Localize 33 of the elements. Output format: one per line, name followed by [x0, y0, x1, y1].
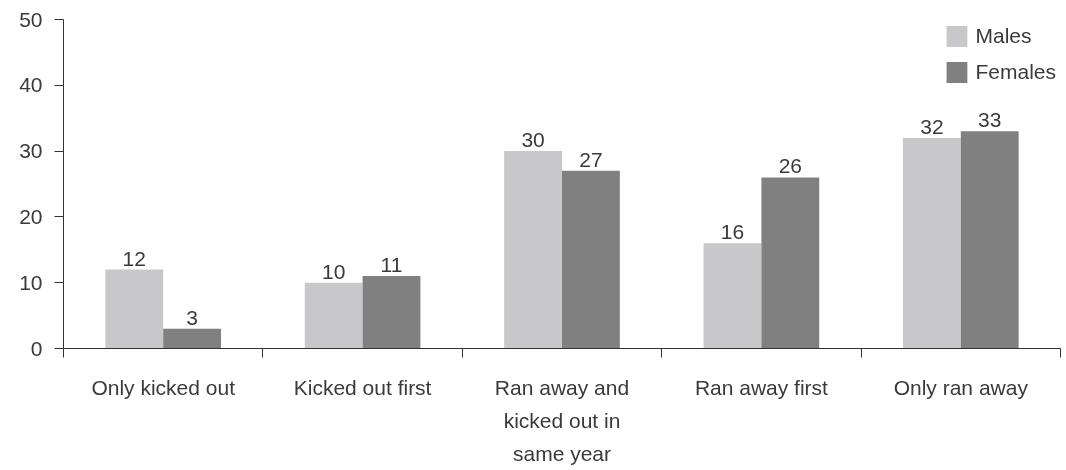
- x-tick-label: Kicked out first: [293, 375, 432, 399]
- data-label: 26: [778, 154, 802, 178]
- y-tick-label: 10: [19, 270, 43, 294]
- legend-label: Females: [975, 60, 1056, 84]
- bar: [902, 137, 961, 349]
- legend-label: Males: [975, 24, 1032, 48]
- x-tick-label: Only kicked out: [91, 375, 236, 399]
- data-label: 32: [920, 114, 944, 138]
- y-tick-label: 20: [19, 204, 43, 228]
- bar: [562, 170, 620, 349]
- bar: [362, 276, 421, 349]
- data-label: 3: [186, 305, 198, 329]
- bar: [960, 131, 1019, 349]
- bar: [504, 151, 562, 349]
- bar: [761, 177, 820, 349]
- bar: [105, 269, 164, 349]
- y-tick-label: 50: [19, 7, 43, 31]
- bar: [304, 282, 363, 349]
- data-label: 11: [380, 253, 403, 277]
- data-label: 12: [122, 246, 146, 270]
- data-label: 33: [978, 108, 1002, 132]
- y-tick-label: 0: [30, 336, 43, 360]
- bar: [163, 328, 222, 349]
- x-tick-label: Ran away and kicked out in same year: [494, 375, 630, 466]
- data-label: 16: [720, 220, 745, 244]
- data-label: 30: [521, 128, 545, 152]
- data-label: 10: [322, 259, 346, 283]
- x-tick-label: Only ran away: [893, 375, 1029, 399]
- x-tick-label: Ran away first: [694, 375, 829, 399]
- y-tick-label: 40: [19, 73, 43, 97]
- data-label: 27: [579, 147, 603, 171]
- bar: [703, 243, 762, 349]
- y-tick-label: 30: [19, 139, 43, 163]
